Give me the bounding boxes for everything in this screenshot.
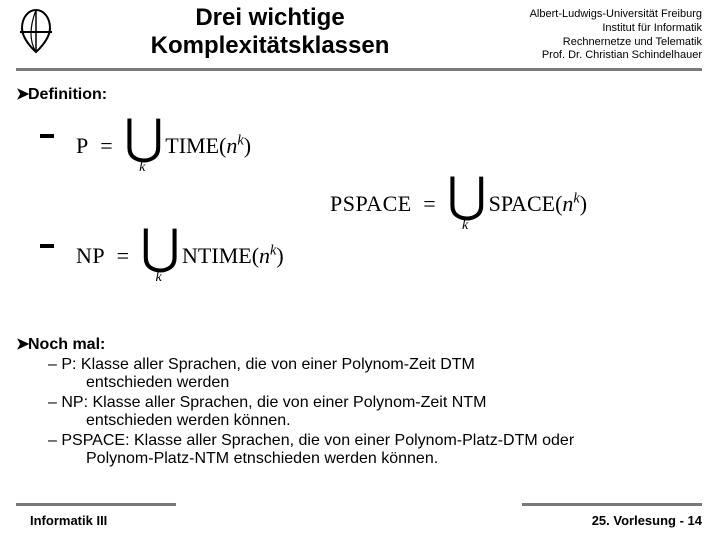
formula-pspace: PSPACE = ⋃ k SPACE(nk) [330,178,587,234]
arg-k: k [270,243,276,259]
nochmal-label: Noch mal: [28,336,105,353]
nochmal-block: ➤Noch mal: – P: Klasse aller Sprachen, d… [16,330,702,468]
bullet-arrow-icon: ➤ [16,84,28,104]
eq-sign: = [417,191,441,216]
arg-k: k [573,191,579,207]
body: ➤Definition: [16,80,702,104]
footer-left: Informatik III [30,513,107,528]
nochmal-heading: ➤Noch mal: [16,334,702,354]
arg-n: n [226,133,237,158]
item-np: – NP: Klasse aller Sprachen, die von ein… [48,394,702,412]
affil-4: Prof. Dr. Christian Schindelhauer [472,49,702,63]
space-func: SPACE [489,191,555,216]
dash-icon [40,134,54,138]
formula-p: P = ⋃ k TIME(nk) [76,120,251,176]
title-line2: Komplexitätsklassen [151,32,390,59]
item-p-cont: entschieden werden [86,374,702,392]
definition-label: Definition: [28,86,107,103]
item-pspace: – PSPACE: Klasse aller Sprachen, die von… [48,432,702,450]
affil-3: Rechnernetze und Telematik [472,36,702,50]
footer-divider-right [522,503,702,506]
union-icon: ⋃ k [447,178,483,234]
ntime-func: NTIME [182,243,252,268]
item-np-cont: entschieden werden können. [86,412,702,430]
bullet-arrow-icon: ➤ [16,334,28,354]
p-lhs: P [76,133,89,158]
page-title: Drei wichtige Komplexitätsklassen [80,4,460,59]
footer-right: 25. Vorlesung - 14 [592,513,702,528]
slide: Drei wichtige Komplexitätsklassen Albert… [0,0,720,540]
union-icon: ⋃ k [141,230,177,286]
eq-sign: = [111,243,135,268]
footer-divider-left [16,503,176,506]
affiliation-block: Albert-Ludwigs-Universität Freiburg Inst… [472,8,702,63]
header-divider [16,68,702,71]
title-line1: Drei wichtige [195,4,344,31]
np-lhs: NP [76,243,105,268]
time-func: TIME [165,133,219,158]
dash-icon [40,244,54,248]
union-icon: ⋃ k [124,120,160,176]
formula-np: NP = ⋃ k NTIME(nk) [76,230,284,286]
affil-1: Albert-Ludwigs-Universität Freiburg [472,8,702,22]
uni-logo [16,6,56,56]
pspace-lhs: PSPACE [330,191,412,216]
eq-sign: = [94,133,118,158]
arg-k: k [237,133,243,149]
item-p: – P: Klasse aller Sprachen, die von eine… [48,356,702,374]
arg-n: n [259,243,270,268]
arg-n: n [562,191,573,216]
item-pspace-cont: Polynom-Platz-NTM etnschieden werden kön… [86,450,702,468]
affil-2: Institut für Informatik [472,22,702,36]
definition-heading: ➤Definition: [16,84,702,104]
